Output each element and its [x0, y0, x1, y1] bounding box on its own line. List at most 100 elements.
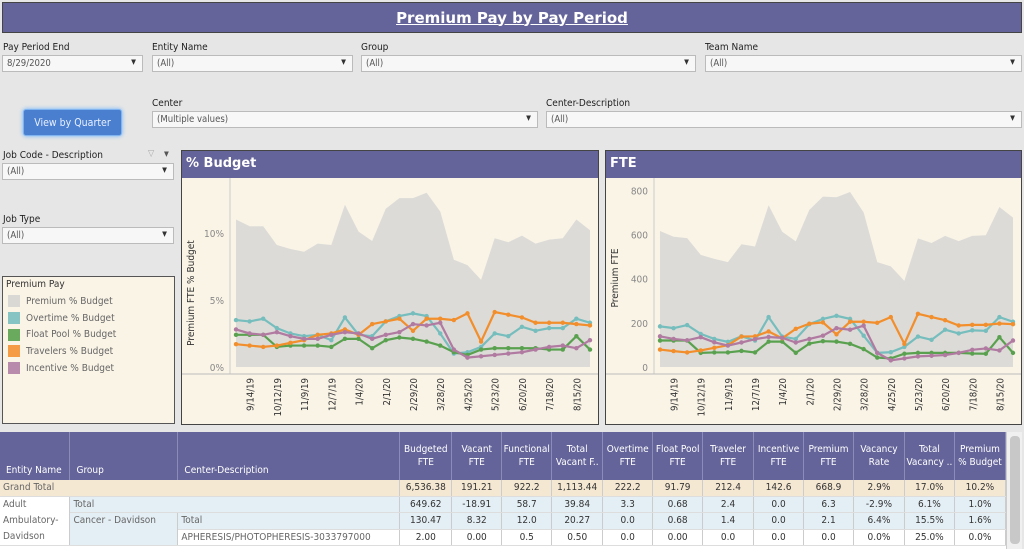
data-point[interactable] — [725, 350, 731, 355]
data-point[interactable] — [587, 337, 593, 343]
data-point[interactable] — [983, 346, 989, 351]
data-point[interactable] — [506, 333, 511, 339]
data-point[interactable] — [915, 350, 921, 356]
data-point[interactable] — [519, 315, 525, 320]
data-point[interactable] — [997, 335, 1002, 340]
data-point[interactable] — [888, 358, 894, 363]
data-point[interactable] — [929, 337, 934, 343]
data-point[interactable] — [793, 350, 798, 356]
legend-item[interactable]: Premium % Budget — [6, 293, 171, 310]
data-point[interactable] — [1010, 338, 1016, 343]
column-header[interactable]: Total Vacancy .. — [904, 432, 955, 480]
data-point[interactable] — [861, 319, 866, 324]
data-point[interactable] — [519, 346, 525, 351]
data-point[interactable] — [261, 344, 266, 350]
data-point[interactable] — [397, 329, 402, 335]
column-header[interactable]: Entity Name — [0, 432, 71, 480]
data-point[interactable] — [739, 348, 744, 354]
data-point[interactable] — [942, 352, 948, 358]
data-point[interactable] — [698, 348, 703, 353]
data-point[interactable] — [274, 329, 280, 335]
data-point[interactable] — [533, 347, 538, 352]
data-point[interactable] — [847, 327, 853, 332]
data-point[interactable] — [506, 312, 511, 317]
data-point[interactable] — [902, 351, 907, 356]
data-point[interactable] — [356, 336, 361, 342]
data-point[interactable] — [983, 351, 989, 356]
data-point[interactable] — [397, 316, 402, 321]
data-point[interactable] — [397, 335, 402, 340]
data-point[interactable] — [465, 355, 470, 360]
data-point[interactable] — [793, 326, 798, 332]
data-point[interactable] — [410, 336, 416, 342]
data-point[interactable] — [752, 350, 758, 355]
data-point[interactable] — [671, 336, 676, 342]
data-point[interactable] — [410, 311, 416, 316]
data-point[interactable] — [315, 343, 320, 348]
pay-period-end-dropdown[interactable]: 8/29/2020 ▼ — [2, 55, 143, 72]
data-point[interactable] — [342, 336, 348, 342]
legend-item[interactable]: Travelers % Budget — [6, 343, 171, 360]
data-point[interactable] — [834, 332, 839, 337]
legend-item[interactable]: Overtime % Budget — [6, 310, 171, 327]
data-point[interactable] — [807, 321, 812, 326]
column-header[interactable]: Vacant FTE — [451, 432, 503, 480]
filter-icon[interactable]: ▽ — [148, 149, 155, 159]
data-point[interactable] — [438, 331, 443, 336]
data-point[interactable] — [834, 325, 839, 331]
data-point[interactable] — [861, 333, 866, 338]
data-point[interactable] — [861, 323, 866, 328]
data-point[interactable] — [342, 329, 348, 335]
data-point[interactable] — [546, 325, 552, 331]
data-point[interactable] — [956, 331, 961, 336]
data-point[interactable] — [506, 346, 511, 351]
data-point[interactable] — [834, 339, 839, 344]
data-point[interactable] — [902, 344, 907, 350]
data-point[interactable] — [492, 346, 497, 351]
data-point[interactable] — [766, 334, 771, 340]
data-point[interactable] — [492, 352, 497, 358]
data-point[interactable] — [233, 342, 239, 347]
data-point[interactable] — [1010, 321, 1016, 327]
data-point[interactable] — [970, 322, 975, 328]
data-point[interactable] — [929, 314, 934, 320]
data-point[interactable] — [712, 345, 717, 350]
data-point[interactable] — [875, 320, 880, 326]
data-point[interactable] — [970, 328, 975, 333]
data-point[interactable] — [657, 324, 663, 329]
data-point[interactable] — [233, 327, 239, 332]
view-by-quarter-button[interactable]: View by Quarter — [23, 109, 122, 136]
column-header[interactable]: Center-Description — [177, 432, 401, 480]
data-point[interactable] — [902, 341, 907, 347]
data-point[interactable] — [684, 322, 690, 328]
data-point[interactable] — [438, 320, 443, 325]
data-point[interactable] — [725, 343, 731, 348]
center-dropdown[interactable]: (Multiple values) ▼ — [152, 111, 538, 128]
data-point[interactable] — [712, 340, 717, 345]
data-point[interactable] — [875, 355, 880, 360]
data-point[interactable] — [929, 353, 934, 358]
data-point[interactable] — [533, 328, 538, 333]
column-header[interactable]: Premium FTE — [803, 432, 854, 480]
data-point[interactable] — [671, 348, 676, 354]
data-point[interactable] — [820, 316, 826, 322]
column-header[interactable]: Functional FTE — [501, 432, 553, 480]
data-point[interactable] — [560, 320, 565, 325]
data-point[interactable] — [574, 316, 579, 321]
data-point[interactable] — [847, 319, 853, 324]
data-point[interactable] — [587, 323, 593, 328]
data-point[interactable] — [342, 315, 348, 320]
data-point[interactable] — [301, 343, 307, 348]
data-point[interactable] — [766, 314, 771, 320]
data-point[interactable] — [657, 338, 663, 343]
data-point[interactable] — [369, 321, 375, 327]
entity-name-cell[interactable]: Adult Ambulatory-Davidson — [0, 496, 71, 546]
data-point[interactable] — [301, 336, 307, 342]
data-point[interactable] — [698, 331, 703, 337]
data-point[interactable] — [983, 322, 989, 328]
data-point[interactable] — [725, 339, 731, 345]
data-point[interactable] — [915, 354, 921, 359]
data-point[interactable] — [657, 334, 663, 339]
data-point[interactable] — [424, 323, 429, 328]
column-header[interactable]: Vacancy Rate — [853, 432, 905, 480]
